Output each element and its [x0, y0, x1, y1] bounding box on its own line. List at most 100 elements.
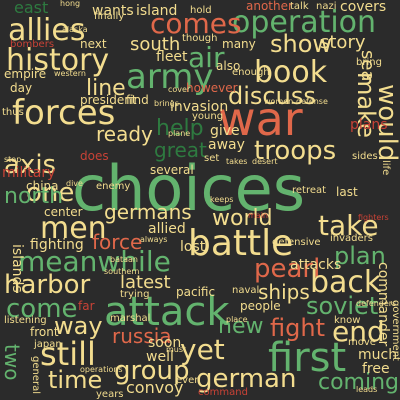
word-invaders: invaders	[330, 233, 373, 244]
word-lost: lost	[180, 239, 206, 255]
word-takes: takes	[226, 157, 248, 166]
word-defense: defense	[296, 97, 328, 106]
word-convoy: convoy	[126, 378, 184, 397]
word-enemy: enemy	[96, 181, 131, 192]
word-alaska: alaska	[62, 25, 88, 34]
word-bring: bring	[356, 57, 382, 68]
word-harbor: harbor	[4, 270, 91, 300]
word-sides: sides	[352, 151, 378, 162]
word-soon: soon	[148, 335, 182, 351]
word-air: air	[188, 41, 225, 74]
word-hong: hong	[60, 0, 81, 8]
word-men: men	[40, 211, 107, 246]
word-cover: cover	[168, 85, 191, 94]
word-covers: covers	[340, 0, 387, 15]
word-show: show	[270, 30, 333, 58]
word-take: take	[318, 209, 379, 242]
word-many: many	[222, 37, 256, 51]
word-know: know	[334, 315, 361, 326]
word-still: still	[40, 335, 96, 373]
word-finally: finally	[94, 11, 125, 22]
word-come: come	[6, 294, 78, 324]
word-last: last	[336, 185, 358, 199]
word-command: command	[198, 387, 248, 398]
word-south: south	[130, 34, 181, 55]
word-invasion: invasion	[170, 99, 229, 115]
word-line: line	[86, 76, 126, 101]
word-stop: stop	[4, 155, 22, 164]
word-time: time	[48, 366, 103, 394]
word-next: next	[80, 37, 107, 51]
word-world: world	[212, 206, 273, 231]
word-dive: dive	[66, 179, 83, 188]
word-axis: axis	[4, 150, 57, 180]
word-north: north	[4, 184, 64, 209]
word-latest: latest	[120, 272, 171, 293]
word-plans: plans	[350, 117, 388, 133]
word-attack: attack	[104, 289, 230, 335]
word-leads: leads	[356, 385, 378, 394]
word-young: young	[192, 111, 224, 122]
word-years: years	[96, 389, 124, 400]
word-discuss: discuss	[228, 82, 316, 110]
word-front: front	[30, 325, 59, 339]
word-hold: hold	[190, 5, 212, 16]
word-one: one	[26, 178, 75, 208]
word-general: general	[30, 356, 41, 395]
word-listening: listening	[4, 315, 47, 326]
word-does: does	[80, 149, 109, 163]
word-battle: battle	[188, 223, 294, 264]
word-southern: southern	[104, 267, 140, 276]
word-coming: coming	[318, 370, 400, 395]
word-talk: talk	[290, 1, 309, 12]
word-western: western	[54, 69, 86, 78]
word-retreat: retreat	[292, 185, 327, 196]
word-china: china	[26, 179, 59, 193]
word-group: group	[114, 356, 190, 386]
word-fleet: fleet	[156, 49, 188, 65]
word-island: island	[136, 3, 178, 19]
word-operations: operations	[80, 365, 123, 374]
word-another: another	[246, 0, 293, 13]
word-army: army	[126, 57, 214, 97]
word-japan: japan	[34, 339, 62, 350]
word-however: however	[186, 81, 238, 95]
word-fighting: fighting	[30, 237, 84, 253]
word-plan: plan	[334, 242, 386, 270]
word-several: several	[150, 163, 194, 177]
word-soviet: soviet	[306, 292, 379, 320]
word-keeps: keeps	[210, 195, 234, 204]
word-defensive: defensive	[272, 237, 321, 248]
word-desert: desert	[252, 157, 278, 166]
word-ready: ready	[96, 122, 153, 146]
word-find: find	[126, 93, 149, 107]
word-yet: yet	[180, 333, 225, 366]
word-far: far	[78, 299, 95, 313]
word-women: women	[264, 97, 294, 106]
word-military: military	[2, 165, 56, 181]
word-marshal: marshal	[110, 313, 151, 324]
word-force: force	[92, 230, 143, 254]
word-end: end	[332, 315, 385, 348]
word-meanwhile: meanwhile	[18, 245, 171, 278]
word-place: place	[226, 315, 248, 324]
word-attacks: attacks	[290, 257, 342, 273]
word-new: new	[218, 314, 264, 339]
word-government: government	[390, 300, 400, 361]
word-defenders: defenders	[356, 299, 397, 308]
word-life: life	[380, 160, 391, 176]
word-way: way	[54, 312, 103, 340]
word-set: set	[204, 153, 220, 164]
word-ships: ships	[258, 280, 310, 304]
word-first: first	[268, 335, 347, 381]
word-fight: fight	[270, 314, 325, 342]
word-allies: allies	[8, 13, 86, 48]
word-always: always	[140, 235, 168, 244]
word-islands: islands	[9, 244, 25, 293]
word-war: war	[218, 92, 303, 146]
word-choices: choices	[72, 152, 306, 225]
word-back: back	[310, 265, 382, 300]
word-allied: allied	[148, 221, 186, 237]
word-main: main	[248, 211, 268, 220]
